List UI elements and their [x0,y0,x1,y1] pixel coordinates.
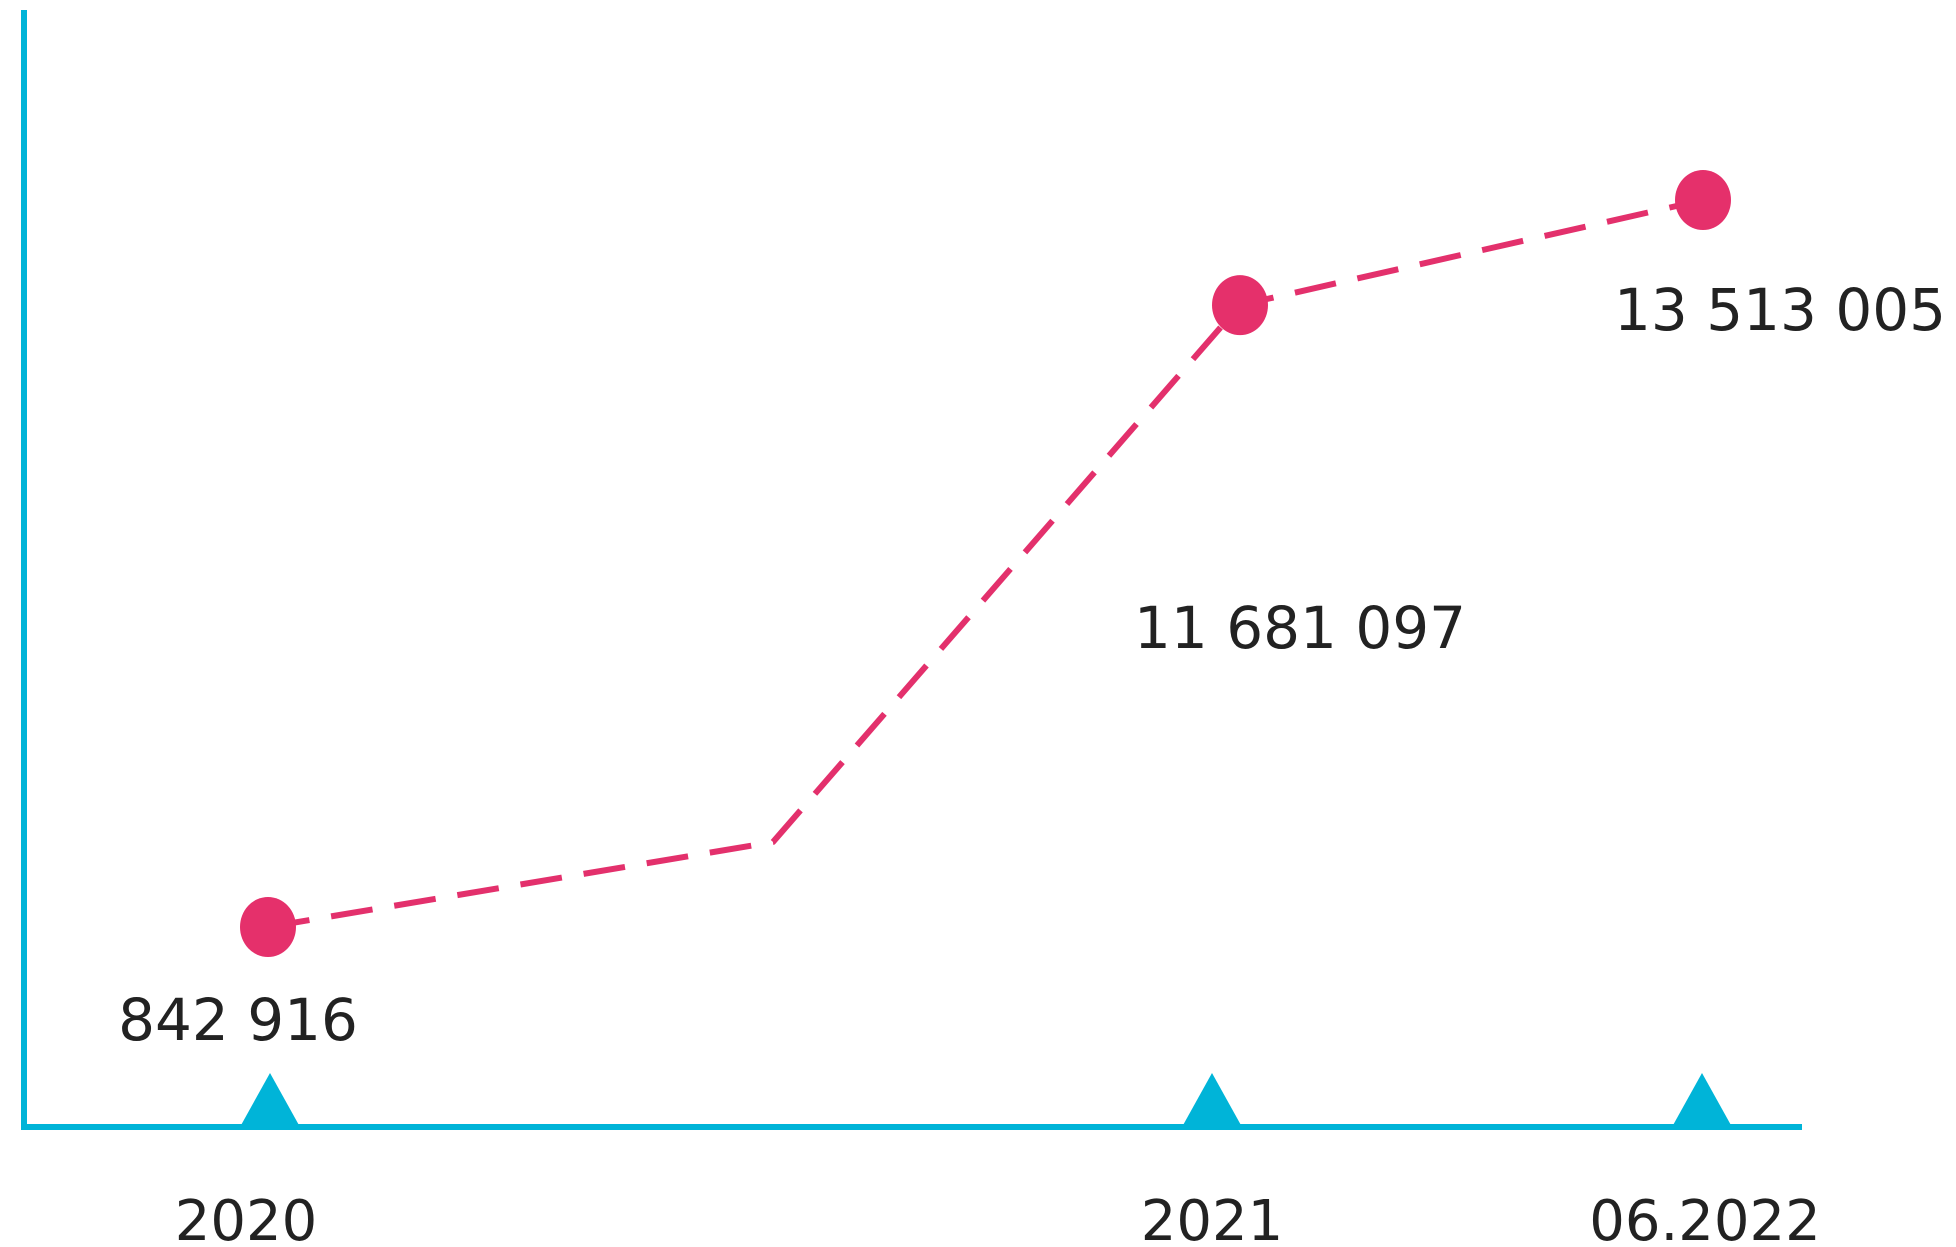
data-point-3 [1675,170,1731,230]
x-tick-marker-1 [240,1073,300,1127]
x-tick-marker-2 [1182,1073,1242,1127]
data-label-1: 842 916 [118,986,358,1054]
data-point-2 [1212,275,1268,336]
data-point-1 [240,897,296,957]
series-line [267,197,1704,930]
data-label-2: 11 681 097 [1134,594,1466,662]
data-label-3: 13 513 005 [1614,276,1946,344]
x-tick-label-2: 2021 [1141,1189,1284,1247]
x-tick-marker-3 [1672,1073,1732,1127]
x-tick-label-3: 06.2022 [1589,1189,1821,1247]
x-tick-label-1: 2020 [175,1189,318,1247]
